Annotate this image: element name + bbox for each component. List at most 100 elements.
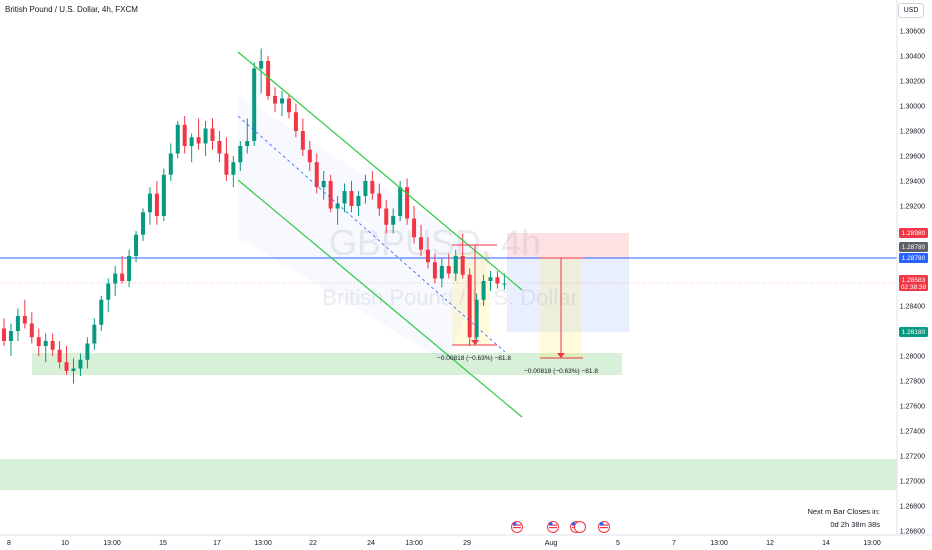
candle[interactable] — [342, 183, 347, 213]
candle-body — [405, 187, 410, 219]
candle[interactable] — [182, 116, 187, 154]
price-axis[interactable]: 1.30600 1.30400 1.30200 1.30000 1.29800 1.296… — [896, 0, 928, 536]
channel-lower-line[interactable] — [237, 179, 523, 418]
candle[interactable] — [29, 312, 34, 344]
channel-mid-line[interactable] — [237, 115, 506, 353]
price-badge[interactable]: 1.28980 — [899, 228, 928, 238]
candle[interactable] — [377, 183, 382, 217]
candle[interactable] — [78, 353, 83, 377]
candle[interactable] — [175, 121, 180, 159]
candle[interactable] — [113, 266, 118, 296]
candle-body — [467, 274, 472, 338]
candle[interactable] — [8, 323, 13, 357]
candle[interactable] — [495, 271, 500, 289]
us-event-icon[interactable] — [547, 521, 559, 533]
candle[interactable] — [85, 337, 90, 369]
candle[interactable] — [391, 208, 396, 234]
time-axis[interactable]: 8 10 13:00 15 17 13:00 22 24 13:00 29 Aug 5 7 13:00 12… — [0, 534, 932, 547]
candle[interactable] — [425, 237, 430, 269]
candle[interactable] — [50, 333, 55, 357]
candle[interactable] — [446, 253, 451, 279]
us-event-icon[interactable] — [598, 521, 610, 533]
candle[interactable] — [120, 256, 125, 284]
drawing-layer[interactable] — [0, 95, 897, 490]
price-badge-value: 1.28780 — [902, 255, 926, 262]
candle[interactable] — [36, 328, 41, 357]
currency-button[interactable]: USD — [898, 3, 924, 18]
candle[interactable] — [314, 153, 319, 194]
candle[interactable] — [71, 358, 76, 384]
target-zone[interactable] — [507, 258, 629, 332]
candle[interactable] — [127, 249, 132, 288]
candle[interactable] — [134, 231, 139, 263]
candle[interactable] — [64, 346, 69, 375]
candle[interactable] — [2, 318, 6, 347]
candle[interactable] — [432, 253, 437, 284]
candle[interactable] — [474, 293, 479, 344]
candle-body — [384, 208, 389, 225]
candle[interactable] — [210, 118, 215, 150]
candle[interactable] — [161, 168, 166, 222]
candle[interactable] — [43, 333, 48, 363]
candle[interactable] — [481, 274, 486, 306]
candle[interactable] — [412, 206, 417, 244]
candle[interactable] — [168, 143, 173, 182]
candle[interactable] — [273, 87, 278, 113]
candle[interactable] — [384, 199, 389, 234]
candle[interactable] — [147, 187, 152, 225]
candle-body — [50, 341, 55, 350]
candle[interactable] — [15, 308, 20, 342]
candle[interactable] — [439, 258, 444, 288]
candle[interactable] — [203, 121, 208, 156]
candle[interactable] — [252, 62, 257, 146]
candle[interactable] — [363, 174, 368, 204]
price-badge[interactable]: 1.28180 — [899, 327, 928, 337]
candle[interactable] — [99, 296, 104, 331]
candle[interactable] — [370, 171, 375, 200]
candles-layer[interactable] — [2, 48, 507, 384]
us-event-icon[interactable] — [511, 521, 523, 533]
price-badge[interactable]: 1.28780 — [899, 253, 928, 263]
candle[interactable] — [231, 156, 236, 188]
channel-drawings[interactable]: −0.00818 (−0.63%) −81.8 −0.00818 (−0.63%)… — [237, 51, 598, 418]
candle[interactable] — [57, 341, 62, 369]
candle[interactable] — [22, 299, 27, 329]
candle[interactable] — [349, 181, 354, 213]
candle-body — [280, 98, 284, 104]
candle[interactable] — [502, 273, 507, 290]
candle[interactable] — [419, 224, 423, 256]
candle[interactable] — [307, 141, 312, 171]
candle[interactable] — [293, 103, 298, 138]
candle[interactable] — [356, 191, 361, 216]
candle[interactable] — [224, 137, 229, 181]
candle[interactable] — [154, 181, 159, 225]
economic-events[interactable] — [511, 521, 610, 533]
candle[interactable] — [286, 93, 291, 119]
candle[interactable] — [467, 268, 472, 347]
candle[interactable] — [141, 208, 145, 242]
candle[interactable] — [405, 178, 410, 225]
symbol-title[interactable]: British Pound / U.S. Dollar, 4h, FXCM — [5, 5, 138, 14]
time-tick: 17 — [213, 540, 221, 547]
demand-zone-upper[interactable] — [32, 353, 622, 375]
price-tick: 1.30000 — [900, 104, 925, 111]
candle-body — [321, 181, 326, 188]
candle[interactable] — [106, 278, 111, 313]
candle[interactable] — [335, 196, 340, 225]
price-badge[interactable]: 1.28780 — [899, 242, 928, 252]
candle[interactable] — [238, 141, 243, 171]
candle[interactable] — [328, 174, 333, 213]
candle[interactable] — [92, 318, 97, 350]
candle[interactable] — [217, 131, 222, 163]
candle[interactable] — [453, 249, 458, 281]
candle[interactable] — [196, 118, 201, 150]
candle[interactable] — [189, 133, 194, 163]
stop-loss-zone[interactable] — [507, 233, 629, 258]
candle[interactable] — [321, 171, 326, 200]
candle[interactable] — [280, 91, 284, 116]
demand-zone-lower[interactable] — [0, 459, 897, 490]
candle[interactable] — [300, 118, 305, 157]
candle[interactable] — [488, 271, 493, 291]
